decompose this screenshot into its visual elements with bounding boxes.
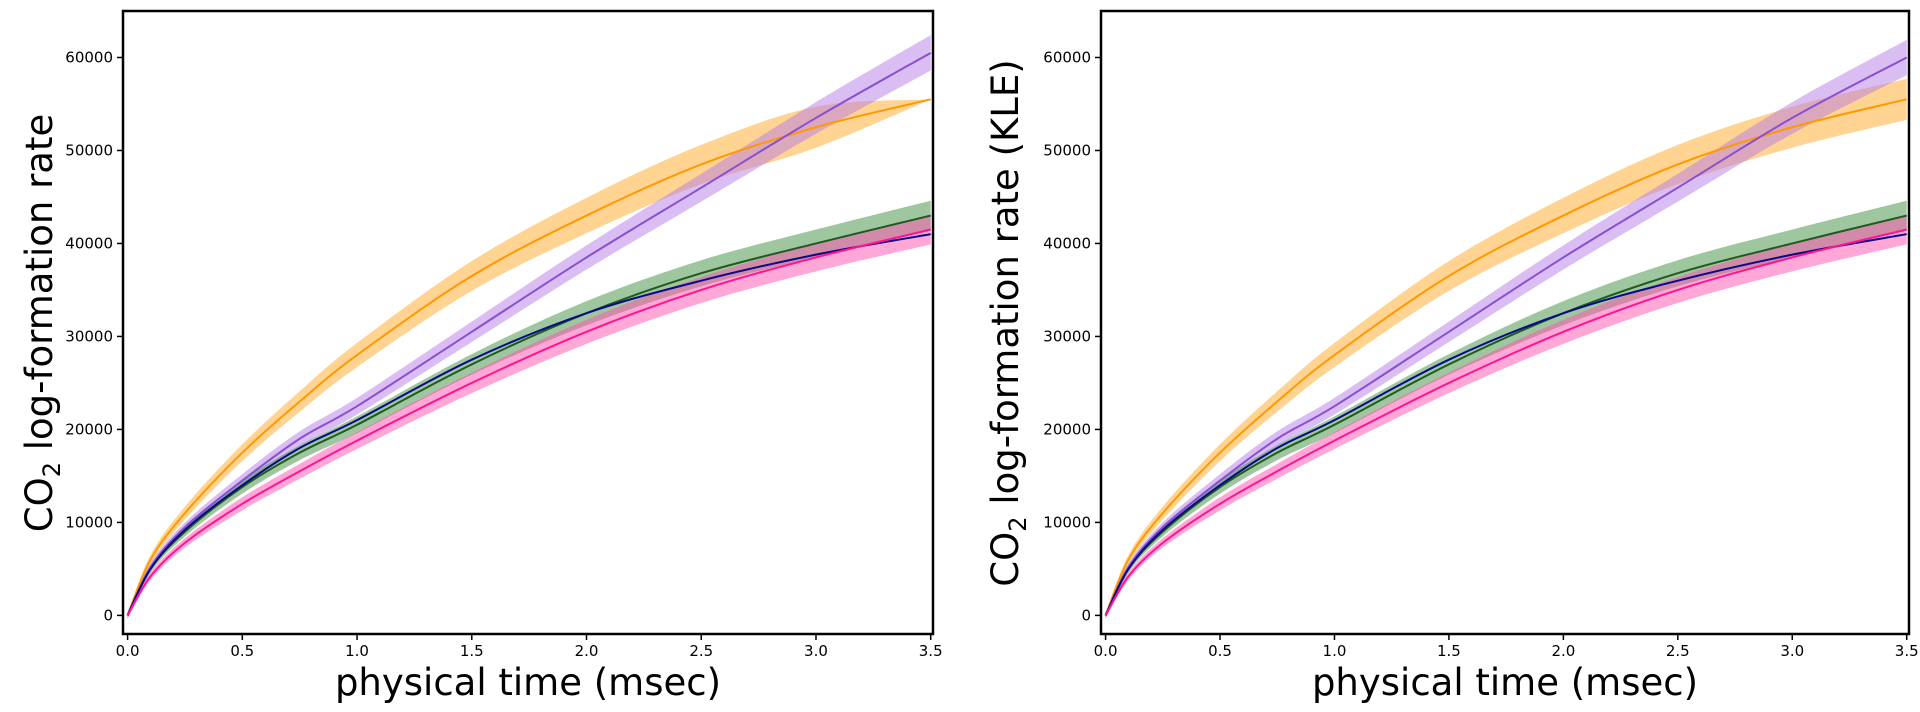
x-axis-title: physical time (msec) xyxy=(335,661,721,704)
plot-frame xyxy=(121,9,935,636)
x-tick-label: 2.5 xyxy=(689,642,713,660)
y-tick-label: 10000 xyxy=(65,513,113,531)
chart-left: 0.0 0.5 1.0 1.5 2.0 2.5 3.0 3.5 0 10000 20000 3000… xyxy=(18,9,943,704)
x-tick-label: 1.5 xyxy=(1437,642,1461,660)
plot-frame xyxy=(1099,9,1911,636)
x-tick-label: 0.5 xyxy=(230,642,254,660)
series-line-green xyxy=(1104,214,1907,616)
x-tick-label: 2.0 xyxy=(1551,642,1575,660)
x-tick-label: 1.0 xyxy=(345,642,369,660)
x-axis-title: physical time (msec) xyxy=(1312,661,1698,704)
x-tick-label: 3.0 xyxy=(804,642,828,660)
y-tick-label: 50000 xyxy=(65,141,113,159)
series-line-purple xyxy=(1104,56,1908,616)
y-tick-label: 30000 xyxy=(65,327,113,345)
y-axis-title-rest: log-formation rate (KLE) xyxy=(984,59,1027,516)
y-axis-title-subscript: 2 xyxy=(1004,516,1032,531)
y-tick-label: 50000 xyxy=(1043,141,1091,159)
y-tick-label: 0 xyxy=(103,606,113,624)
series-line-navy xyxy=(1104,233,1907,616)
y-tick-label: 10000 xyxy=(1043,513,1091,531)
x-tick-label: 3.5 xyxy=(1895,642,1919,660)
y-axis-title-rest: log-formation rate xyxy=(18,114,61,462)
x-tick-label: 1.5 xyxy=(460,642,484,660)
y-tick-label: 20000 xyxy=(65,420,113,438)
band-pink xyxy=(1105,214,1907,619)
y-axis-title: CO2 log-formation rate xyxy=(18,114,66,533)
y-axis-title-main: CO xyxy=(18,477,61,532)
series-line-orange xyxy=(1104,98,1907,616)
bands-group xyxy=(127,35,931,619)
series-line-pink xyxy=(126,228,931,616)
y-axis-title-subscript: 2 xyxy=(38,462,66,477)
x-tick-label: 3.5 xyxy=(919,642,943,660)
x-tick-label: 0.0 xyxy=(1094,642,1118,660)
y-tick-label: 40000 xyxy=(65,234,113,252)
y-axis-title-main: CO xyxy=(984,532,1027,587)
y-tick-label: 20000 xyxy=(1043,420,1091,438)
y-tick-label: 40000 xyxy=(1043,234,1091,252)
chart-right: 0.0 0.5 1.0 1.5 2.0 2.5 3.0 3.5 0 10000 20000 3000… xyxy=(984,9,1919,704)
x-tick-label: 2.0 xyxy=(575,642,599,660)
x-tick-label: 1.0 xyxy=(1323,642,1347,660)
lines-group xyxy=(1104,56,1908,616)
x-tick-label: 2.5 xyxy=(1666,642,1690,660)
bands-group xyxy=(1105,39,1907,619)
band-orange xyxy=(1105,78,1907,619)
series-line-navy xyxy=(126,233,931,616)
y-axis-title: CO2 log-formation rate (KLE) xyxy=(984,59,1032,586)
band-purple xyxy=(127,35,931,619)
lines-group xyxy=(126,51,932,616)
x-tick-label: 0.0 xyxy=(116,642,140,660)
band-pink xyxy=(127,214,931,619)
y-tick-label: 60000 xyxy=(1043,48,1091,66)
x-tick-label: 3.0 xyxy=(1780,642,1804,660)
series-line-pink xyxy=(1104,228,1907,616)
y-tick-label: 60000 xyxy=(65,48,113,66)
band-purple xyxy=(1105,39,1907,619)
x-ticks-group: 0.0 0.5 1.0 1.5 2.0 2.5 3.0 3.5 xyxy=(116,634,943,660)
series-line-purple xyxy=(126,51,932,616)
y-tick-label: 0 xyxy=(1081,606,1091,624)
y-tick-label: 30000 xyxy=(1043,327,1091,345)
x-ticks-group: 0.0 0.5 1.0 1.5 2.0 2.5 3.0 3.5 xyxy=(1094,634,1919,660)
series-line-orange xyxy=(126,98,931,616)
y-ticks-group: 0 10000 20000 30000 40000 50000 60000 xyxy=(1043,48,1101,624)
y-ticks-group: 0 10000 20000 30000 40000 50000 60000 xyxy=(65,48,123,624)
x-tick-label: 0.5 xyxy=(1208,642,1232,660)
series-line-green xyxy=(126,214,931,616)
